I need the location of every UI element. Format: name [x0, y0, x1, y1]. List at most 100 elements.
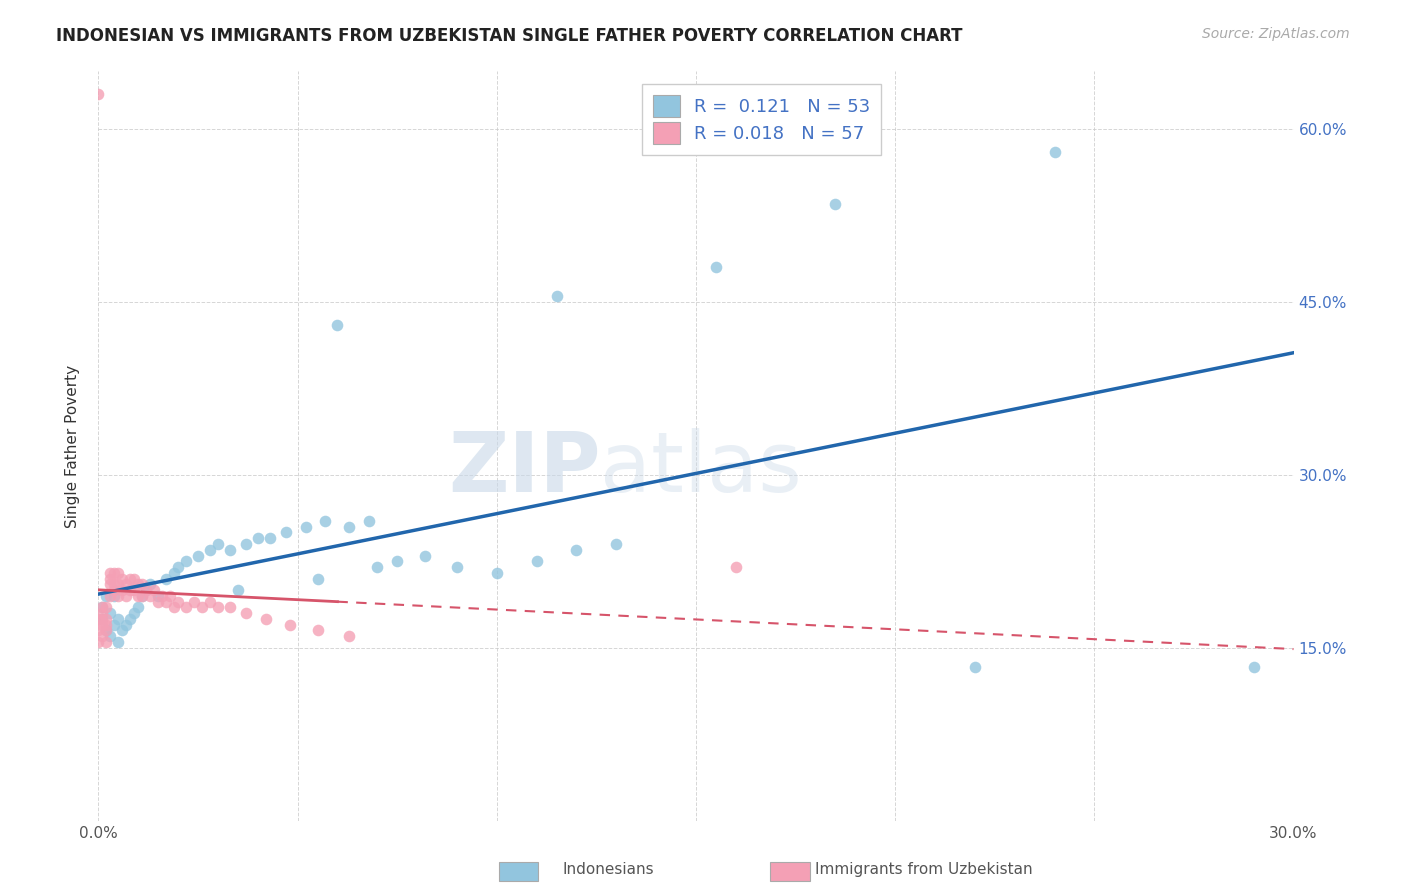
- Point: [103, 566, 125, 580]
- Point: [198, 594, 221, 608]
- Point: [526, 554, 548, 568]
- Point: [139, 589, 162, 603]
- Point: [254, 612, 277, 626]
- Point: [219, 600, 242, 615]
- Point: [724, 560, 747, 574]
- Point: [155, 594, 177, 608]
- Point: [96, 624, 118, 638]
- Point: [1043, 145, 1066, 159]
- Point: [98, 606, 122, 620]
- Point: [91, 612, 114, 626]
- Point: [235, 537, 257, 551]
- Point: [174, 554, 197, 568]
- Point: [704, 260, 727, 275]
- Point: [167, 594, 190, 608]
- Legend: R =  0.121   N = 53, R = 0.018   N = 57: R = 0.121 N = 53, R = 0.018 N = 57: [643, 84, 882, 155]
- Point: [115, 617, 138, 632]
- Point: [148, 594, 170, 608]
- Point: [207, 600, 229, 615]
- Point: [565, 542, 588, 557]
- Point: [131, 589, 153, 603]
- Point: [159, 589, 181, 603]
- Point: [96, 600, 118, 615]
- Point: [824, 197, 846, 211]
- Point: [294, 519, 316, 533]
- Point: [107, 612, 129, 626]
- Text: Immigrants from Uzbekistan: Immigrants from Uzbekistan: [815, 863, 1033, 877]
- Point: [135, 583, 157, 598]
- Point: [307, 572, 329, 586]
- Point: [963, 660, 986, 674]
- Point: [111, 572, 134, 586]
- Point: [96, 624, 118, 638]
- Point: [339, 629, 361, 643]
- Point: [235, 606, 257, 620]
- Point: [150, 589, 173, 603]
- Point: [163, 600, 186, 615]
- Point: [307, 624, 329, 638]
- Point: [107, 577, 129, 591]
- Point: [98, 629, 122, 643]
- Point: [143, 583, 166, 598]
- Point: [120, 583, 142, 598]
- Point: [198, 542, 221, 557]
- Point: [111, 624, 134, 638]
- Point: [226, 583, 249, 598]
- Point: [219, 542, 242, 557]
- Point: [127, 600, 149, 615]
- Point: [124, 572, 146, 586]
- Point: [1243, 660, 1265, 674]
- Point: [115, 577, 138, 591]
- Point: [111, 583, 134, 598]
- Point: [107, 566, 129, 580]
- Point: [191, 600, 214, 615]
- Point: [91, 617, 114, 632]
- Point: [174, 600, 197, 615]
- Point: [124, 606, 146, 620]
- Point: [167, 560, 190, 574]
- Point: [259, 531, 281, 545]
- Point: [274, 525, 297, 540]
- Point: [183, 594, 205, 608]
- Point: [91, 606, 114, 620]
- Point: [96, 635, 118, 649]
- Point: [120, 612, 142, 626]
- Point: [91, 600, 114, 615]
- Point: [131, 589, 153, 603]
- Point: [359, 514, 381, 528]
- Point: [131, 577, 153, 591]
- Point: [385, 554, 409, 568]
- Point: [446, 560, 468, 574]
- Text: ZIP: ZIP: [449, 428, 600, 509]
- Point: [339, 519, 361, 533]
- Text: Source: ZipAtlas.com: Source: ZipAtlas.com: [1202, 27, 1350, 41]
- Point: [485, 566, 508, 580]
- Point: [103, 577, 125, 591]
- Point: [139, 577, 162, 591]
- Point: [127, 589, 149, 603]
- Point: [107, 635, 129, 649]
- Point: [187, 549, 209, 563]
- Point: [87, 635, 110, 649]
- Point: [127, 577, 149, 591]
- Text: INDONESIAN VS IMMIGRANTS FROM UZBEKISTAN SINGLE FATHER POVERTY CORRELATION CHART: INDONESIAN VS IMMIGRANTS FROM UZBEKISTAN…: [56, 27, 963, 45]
- Point: [366, 560, 388, 574]
- Point: [96, 617, 118, 632]
- Point: [115, 589, 138, 603]
- Point: [91, 600, 114, 615]
- Point: [315, 514, 337, 528]
- Point: [98, 577, 122, 591]
- Point: [413, 549, 436, 563]
- Point: [87, 87, 110, 102]
- Point: [98, 572, 122, 586]
- Point: [96, 612, 118, 626]
- Y-axis label: Single Father Poverty: Single Father Poverty: [65, 365, 80, 527]
- Point: [103, 589, 125, 603]
- Point: [246, 531, 269, 545]
- Point: [87, 624, 110, 638]
- Point: [155, 572, 177, 586]
- Point: [91, 629, 114, 643]
- Point: [207, 537, 229, 551]
- Point: [96, 589, 118, 603]
- Point: [103, 583, 125, 598]
